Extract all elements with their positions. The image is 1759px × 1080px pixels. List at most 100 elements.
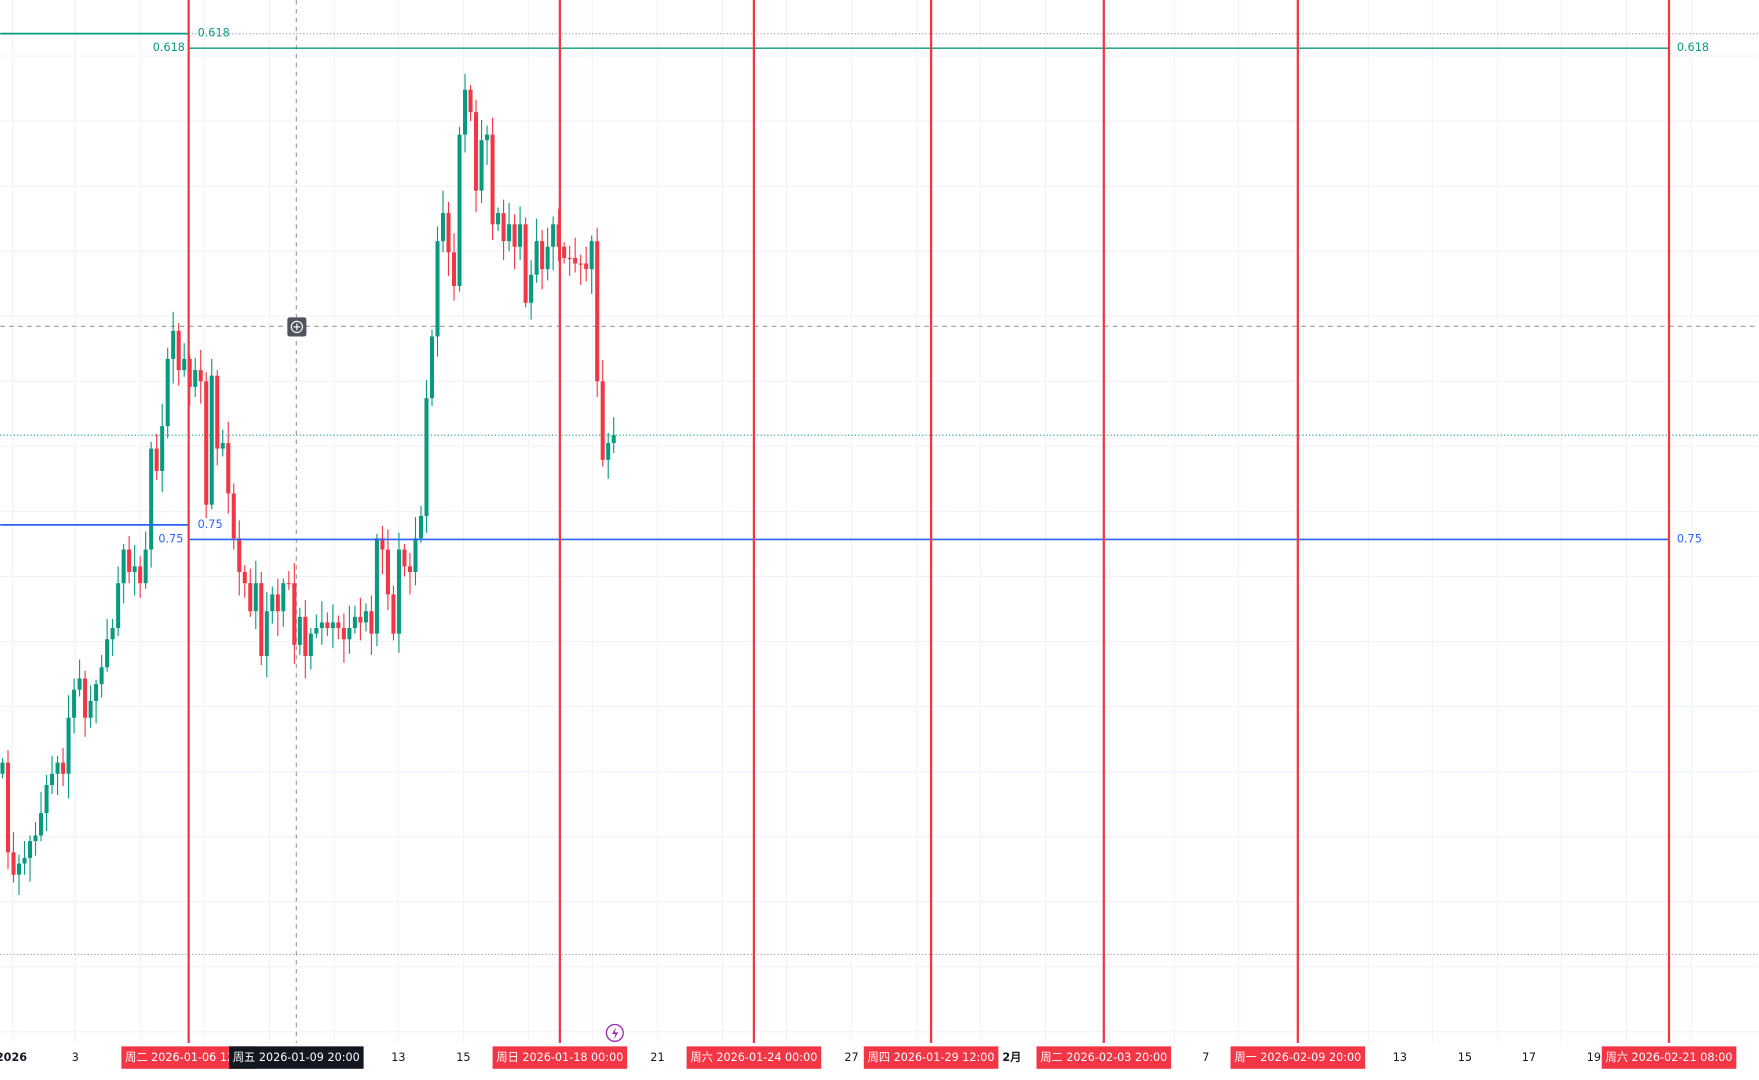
time-axis-label: 21 bbox=[650, 1051, 664, 1064]
time-marker-text: 周日 2026-01-18 00:00 bbox=[496, 1051, 623, 1064]
candle-body bbox=[61, 762, 66, 774]
candle-body bbox=[463, 89, 468, 135]
candle-body bbox=[429, 336, 435, 399]
candle-body bbox=[396, 549, 401, 634]
candle-body bbox=[330, 622, 335, 629]
time-axis-label: 7 bbox=[1202, 1051, 1209, 1064]
candle-body bbox=[226, 442, 231, 494]
candle-body bbox=[176, 330, 181, 371]
candle-body bbox=[132, 566, 137, 572]
candles bbox=[0, 74, 616, 895]
candle-body bbox=[182, 358, 187, 371]
candle-body bbox=[281, 583, 286, 612]
candle-body bbox=[325, 622, 330, 629]
candle-body bbox=[5, 762, 11, 853]
candle-body bbox=[534, 241, 539, 275]
candle-body bbox=[314, 628, 319, 634]
candle-body bbox=[171, 330, 176, 359]
time-axis-label: 15 bbox=[1458, 1051, 1472, 1064]
candle-body bbox=[275, 594, 280, 612]
candle-body bbox=[385, 549, 390, 595]
candle-body bbox=[16, 863, 22, 875]
candle-body bbox=[209, 375, 214, 505]
candle-body bbox=[39, 813, 44, 836]
time-marker-tag bbox=[492, 1046, 628, 1069]
candle-body bbox=[110, 628, 115, 640]
time-marker-text: 周六 2026-02-21 08:00 bbox=[1606, 1051, 1733, 1064]
candle-body bbox=[468, 89, 473, 113]
candle-body bbox=[347, 628, 352, 640]
candle-body bbox=[50, 773, 55, 786]
candle-body bbox=[479, 140, 484, 191]
candle-body bbox=[391, 594, 396, 634]
candle-body bbox=[402, 549, 407, 567]
candle-body bbox=[33, 835, 38, 842]
candle-body bbox=[501, 213, 506, 242]
crosshair-text: 周五 2026-01-09 20:00 bbox=[233, 1051, 360, 1064]
candle-body bbox=[380, 538, 385, 550]
candle-body bbox=[127, 549, 132, 572]
time-marker-tags: 周二 2026-01-06 12:00 周日 2026-01-18 00:00 周六… bbox=[121, 1046, 1737, 1069]
candle-body bbox=[303, 616, 308, 657]
candle-body bbox=[584, 263, 589, 270]
candle-body bbox=[270, 594, 275, 612]
candle-body bbox=[237, 538, 242, 572]
candle-body bbox=[319, 622, 324, 629]
candle-body bbox=[369, 611, 374, 634]
candle-body bbox=[22, 857, 27, 864]
time-axis-label: 17 bbox=[1522, 1051, 1536, 1064]
candle-body bbox=[248, 583, 253, 612]
candle-body bbox=[452, 252, 457, 286]
candle-body bbox=[595, 241, 600, 382]
candle-body bbox=[0, 762, 5, 774]
time-axis-label: 19 bbox=[1587, 1051, 1601, 1064]
candle-body bbox=[600, 381, 605, 460]
candle-body bbox=[286, 583, 291, 585]
time-marker-text: 周一 2026-02-09 20:00 bbox=[1234, 1051, 1361, 1064]
candle-body bbox=[204, 381, 209, 505]
candle-body bbox=[374, 538, 379, 634]
time-marker-text: 周二 2026-01-06 12:00 bbox=[125, 1051, 252, 1064]
candle-body bbox=[308, 633, 313, 657]
candle-body bbox=[518, 224, 523, 247]
time-marker-text: 周二 2026-02-03 20:00 bbox=[1040, 1051, 1167, 1064]
candle-body bbox=[336, 622, 341, 629]
candle-body bbox=[259, 583, 264, 657]
candle-body bbox=[165, 358, 170, 427]
candle-body bbox=[143, 549, 148, 584]
time-axis-label: 13 bbox=[391, 1051, 405, 1064]
candle-body bbox=[407, 566, 412, 572]
crosshair-tag bbox=[229, 1046, 364, 1069]
candle-body bbox=[578, 263, 583, 265]
crosshair-icon[interactable] bbox=[287, 317, 307, 337]
candle-body bbox=[435, 241, 440, 337]
candle-body bbox=[358, 616, 363, 623]
candle-body bbox=[562, 246, 567, 258]
candle-body bbox=[11, 852, 16, 875]
candle-body bbox=[66, 717, 71, 774]
event-icon[interactable] bbox=[605, 1023, 624, 1042]
fib-label: 0.75 bbox=[158, 532, 183, 545]
candle-body bbox=[94, 684, 99, 701]
time-axis-label: 27 bbox=[844, 1051, 858, 1064]
candle-body bbox=[160, 426, 165, 472]
candle-body bbox=[341, 628, 346, 640]
time-axis-label: 13 bbox=[1393, 1051, 1407, 1064]
candle-body bbox=[220, 442, 225, 449]
candle-body bbox=[215, 375, 220, 449]
candle-body bbox=[198, 370, 203, 382]
time-marker-tag bbox=[686, 1046, 822, 1069]
candle-body bbox=[446, 213, 451, 253]
time-marker-tag bbox=[1601, 1046, 1737, 1069]
candle-body bbox=[72, 689, 77, 718]
grid bbox=[0, 0, 1759, 1043]
time-marker-lines bbox=[187, 0, 1671, 1046]
candle-body bbox=[540, 241, 545, 270]
candle-body bbox=[116, 583, 121, 629]
candle-body bbox=[88, 700, 93, 718]
candle-body bbox=[507, 224, 512, 242]
candle-body bbox=[545, 246, 550, 270]
candle-body bbox=[413, 538, 418, 572]
candle-body bbox=[231, 493, 236, 539]
time-marker-tag bbox=[863, 1046, 999, 1069]
